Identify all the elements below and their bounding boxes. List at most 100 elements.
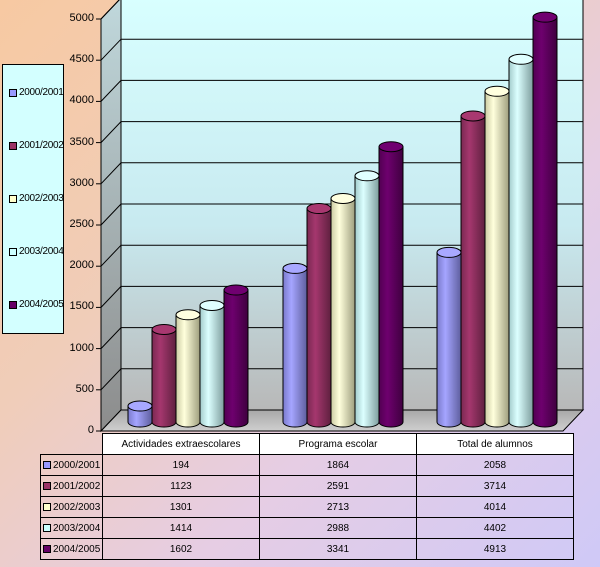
- bar-top: [127, 400, 153, 412]
- bar-1-1: [306, 203, 332, 428]
- table-row: 2001/2002 1123 2591 3714: [40, 475, 574, 497]
- table-row-label: 2003/2004: [40, 517, 103, 539]
- table-cell: 1123: [102, 475, 260, 497]
- table-header-row: Actividades extraescolares Programa esco…: [41, 433, 574, 455]
- bar-top: [223, 284, 249, 296]
- table-cell: 1414: [102, 517, 260, 539]
- gridline: [100, 327, 583, 349]
- y-tick-label: 5000: [69, 12, 94, 24]
- gridline: [100, 368, 583, 391]
- table-cell: 194: [102, 454, 260, 476]
- table-series-name: 2000/2001: [53, 459, 101, 471]
- legend-label: 2003/2004: [19, 246, 64, 257]
- bar-4-0: [223, 284, 249, 428]
- table-series-name: 2002/2003: [53, 501, 101, 513]
- bar-top: [175, 309, 201, 321]
- legend-swatch-2002-2003: [9, 194, 17, 203]
- y-tick-label: 3500: [69, 135, 94, 148]
- bar-body: [306, 208, 332, 428]
- table-cell: 1864: [259, 454, 417, 476]
- bar-top: [378, 141, 404, 153]
- bar-top: [199, 299, 225, 311]
- bar-0-2: [436, 246, 462, 428]
- table-swatch: [43, 460, 51, 469]
- bar-body: [484, 90, 510, 428]
- bar-top: [330, 192, 356, 204]
- table-row-label: 2002/2003: [40, 496, 103, 518]
- table-row-label: 2001/2002: [40, 475, 103, 497]
- bar-3-1: [354, 170, 380, 428]
- table-cell: 4402: [416, 517, 574, 539]
- gridline: [100, 244, 583, 267]
- table-series-name: 2001/2002: [53, 480, 101, 492]
- table-cell: 2713: [259, 496, 417, 518]
- side-wall: [100, 0, 122, 433]
- table-cell: 4913: [416, 538, 574, 560]
- table-row: 2002/2003 1301 2713 4014: [40, 496, 574, 518]
- legend: 2000/2001 2001/2002 2002/2003 2003/2004 …: [2, 64, 64, 334]
- legend-item-2004-2005: 2004/2005: [9, 299, 64, 310]
- table-series-name: 2003/2004: [53, 522, 101, 534]
- y-tick-label: 2500: [69, 218, 94, 230]
- table-swatch: [43, 544, 51, 553]
- bar-1-2: [460, 110, 486, 428]
- y-tick-label: 1500: [69, 300, 94, 313]
- table-category-header: Actividades extraescolares: [102, 433, 260, 455]
- y-tick-label: 4000: [69, 94, 94, 107]
- legend-item-2003-2004: 2003/2004: [9, 246, 64, 257]
- bar-4-2: [532, 11, 558, 428]
- y-tick-label: 4500: [69, 53, 94, 66]
- data-table: Actividades extraescolares Programa esco…: [40, 433, 574, 560]
- bar-top: [508, 53, 534, 65]
- bar-1-0: [151, 323, 177, 428]
- legend-swatch-2004-2005: [9, 300, 17, 309]
- table-category-header: Programa escolar: [259, 433, 417, 455]
- bar-2-0: [175, 309, 201, 428]
- bar-body: [223, 289, 249, 428]
- table-series-name: 2004/2005: [53, 543, 101, 555]
- table-row-label: 2000/2001: [40, 454, 103, 476]
- y-tick-label: 1000: [69, 341, 94, 354]
- bar-body: [282, 267, 308, 428]
- gridline: [100, 162, 583, 185]
- bar-2-1: [330, 192, 356, 428]
- table-category-header: Total de alumnos: [416, 433, 574, 455]
- table-cell: 2591: [259, 475, 417, 497]
- bar-top: [354, 170, 380, 182]
- table-swatch: [43, 502, 51, 511]
- bar-body: [330, 197, 356, 428]
- bar-0-1: [282, 262, 308, 428]
- bar-top: [151, 323, 177, 335]
- table-row: 2003/2004 1414 2988 4402: [40, 517, 574, 539]
- gridline: [100, 285, 583, 308]
- bar-body: [460, 115, 486, 428]
- y-tick-label: 2000: [69, 259, 94, 272]
- gridline: [100, 38, 583, 61]
- legend-swatch-2001-2002: [9, 141, 17, 150]
- table-cell: 2988: [259, 517, 417, 539]
- gridline: [100, 79, 583, 102]
- legend-label: 2002/2003: [19, 193, 64, 204]
- table-swatch: [43, 481, 51, 490]
- bar-top: [532, 11, 558, 23]
- gridline: [100, 203, 583, 226]
- bar-2-2: [484, 85, 510, 428]
- table-cell: 1602: [102, 538, 260, 560]
- legend-item-2002-2003: 2002/2003: [9, 193, 64, 204]
- legend-swatch-2000-2001: [9, 88, 17, 97]
- legend-label: 2001/2002: [19, 140, 64, 151]
- table-cell: 4014: [416, 496, 574, 518]
- bar-top: [306, 203, 332, 215]
- bar-body: [508, 58, 534, 428]
- bar-body: [378, 146, 404, 428]
- bar-body: [199, 304, 225, 428]
- table-cell: 3341: [259, 538, 417, 560]
- bar-body: [436, 251, 462, 428]
- y-tick-label: 0: [87, 424, 94, 436]
- bar-0-0: [127, 400, 153, 428]
- bar-top: [460, 110, 486, 122]
- table-cell: 1301: [102, 496, 260, 518]
- bar-top: [484, 85, 510, 97]
- table-row-label: 2004/2005: [40, 538, 103, 560]
